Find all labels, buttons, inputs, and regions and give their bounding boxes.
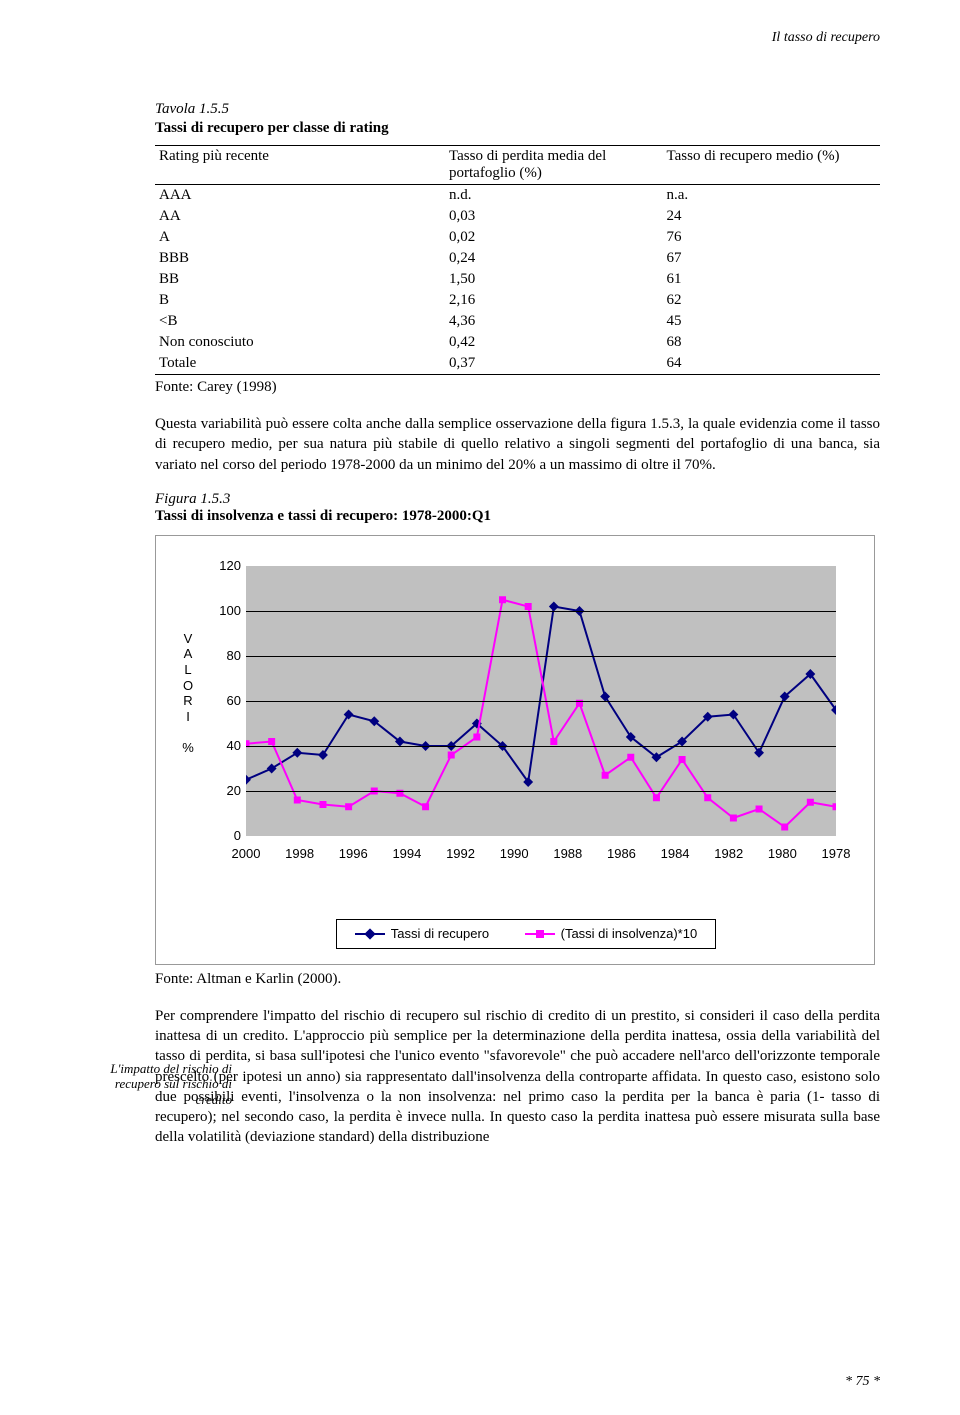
figure-subtitle: Tassi di insolvenza e tassi di recupero:… [155,508,880,525]
legend-label: Tassi di recupero [391,926,489,941]
legend-item-recovery: Tassi di recupero [355,926,489,941]
recovery-rate-table: Rating più recenteTasso di perdita media… [155,145,880,375]
chart-ylabel: VALORI % [181,631,195,756]
legend-label: (Tassi di insolvenza)*10 [561,926,698,941]
table-block: Tavola 1.5.5 Tassi di recupero per class… [155,101,880,396]
page-number: * 75 * [845,1374,880,1390]
figure-source: Fonte: Altman e Karlin (2000). [155,971,880,988]
paragraph-1: Questa variabilità può essere colta anch… [155,414,880,475]
page-header: Il tasso di recupero [110,30,880,46]
chart-frame: VALORI % 020406080100120 200019981996199… [155,535,875,965]
chart-legend: Tassi di recupero (Tassi di insolvenza)*… [336,919,716,949]
table-title: Tavola 1.5.5 [155,101,880,118]
table-source: Fonte: Carey (1998) [155,379,880,396]
margin-note: L'impatto del rischio di recupero sul ri… [102,1061,232,1108]
paragraph-2: Per comprendere l'impatto del rischio di… [155,1006,880,1148]
table-subtitle: Tassi di recupero per classe di rating [155,120,880,137]
legend-item-insolvency: (Tassi di insolvenza)*10 [525,926,698,941]
figure-title: Figura 1.5.3 [155,491,880,508]
